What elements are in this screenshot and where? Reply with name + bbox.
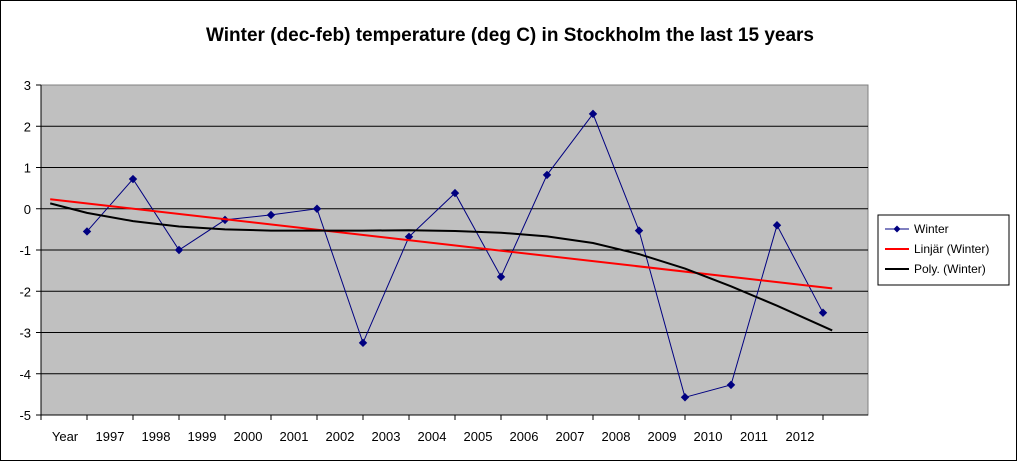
y-tick-label: -5: [19, 408, 31, 423]
x-tick-label: 1999: [188, 429, 217, 444]
axes: 3 2 1 0 -1 -2 -3 -4 -5 Year 1997 1998 1999 2000 2001 20…: [19, 78, 868, 444]
data-point: [358, 338, 368, 348]
y-tick-label: -1: [19, 243, 31, 258]
x-tick-label: 2008: [602, 429, 631, 444]
data-point: [726, 380, 736, 390]
series-line-2: [49, 202, 833, 332]
x-tick-label: 2007: [556, 429, 585, 444]
x-tick-label: 2010: [694, 429, 723, 444]
data-point: [450, 188, 460, 198]
data-point: [818, 308, 828, 317]
y-tick-label: 2: [24, 119, 31, 134]
x-tick-label: 2002: [326, 429, 355, 444]
y-tick-label: 0: [24, 202, 31, 217]
data-point: [634, 226, 644, 235]
data-point: [82, 227, 92, 236]
x-tick-label: 2004: [418, 429, 447, 444]
y-tick-label: -2: [19, 284, 31, 299]
x-tick-label: 2000: [234, 429, 263, 444]
data-point: [772, 221, 782, 230]
data-point: [312, 204, 322, 213]
data-point: [174, 245, 184, 255]
y-tick-label: 1: [24, 161, 31, 176]
data-point: [266, 210, 276, 220]
gridlines: [41, 125, 868, 375]
data-point: [496, 272, 506, 282]
x-tick-label: 2006: [510, 429, 539, 444]
x-tick-label: 2003: [372, 429, 401, 444]
legend-label-2: Poly. (Winter): [914, 262, 986, 276]
legend-label-1: Linjär (Winter): [914, 242, 989, 256]
x-tick-label: Year: [52, 429, 79, 444]
y-tick-label: 3: [24, 78, 31, 93]
legend: Winter Linjär (Winter) Poly. (Winter): [877, 214, 1010, 286]
x-tick-label: 1998: [142, 429, 171, 444]
x-tick-label: 2009: [648, 429, 677, 444]
data-point: [542, 170, 552, 180]
y-tick-label: -3: [19, 326, 31, 341]
data-point: [128, 174, 138, 184]
x-tick-label: 2001: [280, 429, 309, 444]
x-tick-label: 1997: [96, 429, 125, 444]
series-layer: [49, 109, 833, 402]
data-point: [588, 109, 598, 119]
y-tick-label: -4: [19, 367, 31, 382]
x-tick-label: 2011: [740, 429, 768, 444]
x-tick-label: 2005: [464, 429, 493, 444]
series-line-1: [50, 198, 833, 290]
legend-label-0: Winter: [914, 222, 949, 236]
data-point: [680, 393, 690, 402]
x-tick-label: 2012: [786, 429, 815, 444]
legend-marker: [893, 225, 901, 233]
chart-title: Winter (dec-feb) temperature (deg C) in …: [206, 25, 814, 46]
